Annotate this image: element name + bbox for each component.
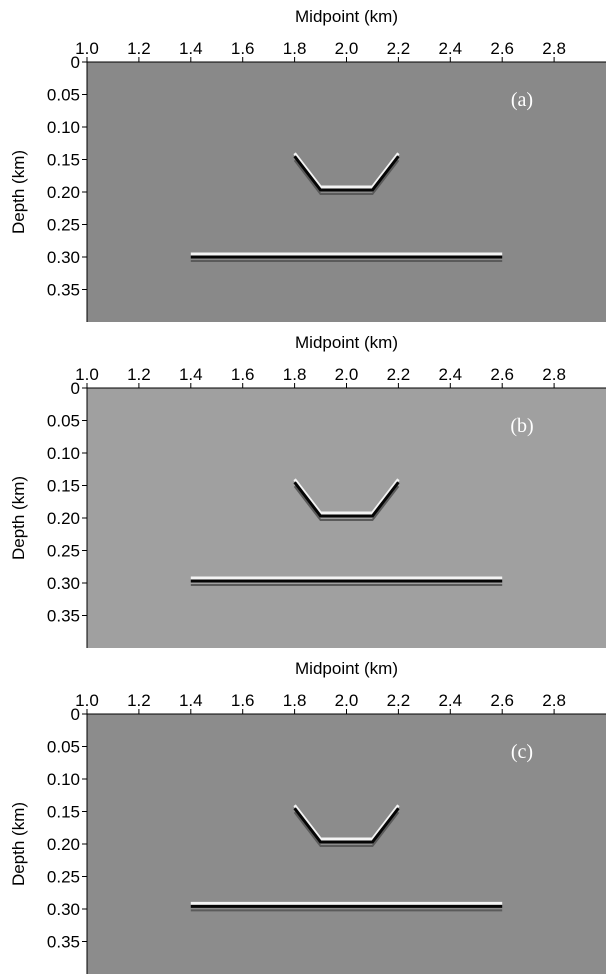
y-tick-label: 0.35 — [47, 933, 80, 952]
x-tick-label: 1.8 — [283, 39, 307, 58]
y-tick-label: 0.30 — [47, 248, 80, 267]
panel-label: (c) — [511, 741, 533, 763]
x-tick-label: 1.0 — [75, 365, 99, 384]
x-tick-label: 1.6 — [231, 365, 255, 384]
x-tick-label: 1.4 — [179, 39, 203, 58]
x-tick-label: 2.8 — [542, 39, 566, 58]
x-tick-label: 2.4 — [438, 365, 462, 384]
x-tick-label: 2.6 — [490, 39, 514, 58]
x-tick-label: 1.8 — [283, 365, 307, 384]
x-tick-label: 1.4 — [179, 691, 203, 710]
x-tick-label: 2.0 — [335, 39, 359, 58]
x-tick-label: 1.2 — [127, 365, 151, 384]
reflector-highlight — [293, 804, 400, 841]
image-background — [87, 62, 606, 322]
reflector-highlight — [293, 152, 400, 189]
y-tick-label: 0.20 — [47, 183, 80, 202]
x-axis-label: Midpoint (km) — [295, 333, 398, 352]
y-axis-label: Depth (km) — [9, 476, 28, 560]
x-tick-label: 1.0 — [75, 691, 99, 710]
y-tick-label: 0.15 — [47, 477, 80, 496]
x-tick-label: 2.4 — [438, 691, 462, 710]
reflector — [293, 155, 400, 192]
y-tick-label: 0.20 — [47, 835, 80, 854]
y-tick-label: 0.30 — [47, 574, 80, 593]
reflector — [293, 807, 400, 844]
y-tick-label: 0.10 — [47, 118, 80, 137]
x-tick-label: 2.2 — [387, 39, 411, 58]
y-tick-label: 0.35 — [47, 607, 80, 626]
x-axis-label: Midpoint (km) — [295, 659, 398, 678]
reflector-shadow — [293, 811, 400, 848]
x-tick-label: 1.4 — [179, 365, 203, 384]
reflector-shadow — [293, 159, 400, 196]
y-tick-label: 0.20 — [47, 509, 80, 528]
y-tick-label: 0.10 — [47, 770, 80, 789]
y-tick-label: 0.25 — [47, 216, 80, 235]
panel-label: (b) — [510, 415, 533, 437]
x-tick-label: 1.8 — [283, 691, 307, 710]
y-tick-label: 0.10 — [47, 444, 80, 463]
reflector — [293, 481, 400, 518]
x-tick-label: 2.0 — [335, 691, 359, 710]
y-tick-label: 0.05 — [47, 412, 80, 431]
x-tick-label: 2.2 — [387, 365, 411, 384]
x-tick-label: 1.2 — [127, 39, 151, 58]
y-tick-label: 0.05 — [47, 86, 80, 105]
reflector-shadow — [293, 485, 400, 522]
x-tick-label: 2.2 — [387, 691, 411, 710]
reflector-highlight — [293, 478, 400, 515]
x-tick-label: 2.8 — [542, 691, 566, 710]
y-tick-label: 0.25 — [47, 542, 80, 561]
y-tick-label: 0.05 — [47, 738, 80, 757]
y-tick-label: 0 — [71, 705, 80, 724]
y-tick-label: 0.15 — [47, 151, 80, 170]
x-tick-label: 2.8 — [542, 365, 566, 384]
x-tick-label: 1.0 — [75, 39, 99, 58]
x-tick-label: 1.2 — [127, 691, 151, 710]
y-tick-label: 0 — [71, 53, 80, 72]
y-axis-label: Depth (km) — [9, 150, 28, 234]
x-tick-label: 1.6 — [231, 39, 255, 58]
y-tick-label: 0.30 — [47, 900, 80, 919]
x-tick-label: 2.4 — [438, 39, 462, 58]
panel-label: (a) — [511, 89, 533, 111]
y-axis-label: Depth (km) — [9, 802, 28, 886]
x-tick-label: 2.6 — [490, 691, 514, 710]
y-tick-label: 0.15 — [47, 803, 80, 822]
image-background — [87, 714, 606, 974]
y-tick-label: 0 — [71, 379, 80, 398]
image-background — [87, 388, 606, 648]
y-tick-label: 0.25 — [47, 868, 80, 887]
x-tick-label: 1.6 — [231, 691, 255, 710]
x-axis-label: Midpoint (km) — [295, 7, 398, 26]
x-tick-label: 2.0 — [335, 365, 359, 384]
y-tick-label: 0.35 — [47, 281, 80, 300]
x-tick-label: 2.6 — [490, 365, 514, 384]
